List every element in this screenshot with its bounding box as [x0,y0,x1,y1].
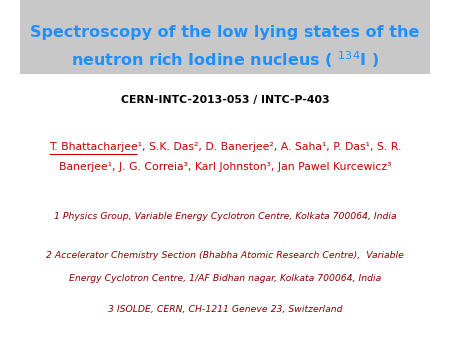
FancyBboxPatch shape [20,0,430,74]
Text: T. Bhattacharjee¹, S.K. Das², D. Banerjee², A. Saha¹, P. Das¹, S. R.: T. Bhattacharjee¹, S.K. Das², D. Banerje… [49,142,401,152]
Text: Banerjee¹, J. G. Correia³, Karl Johnston³, Jan Pawel Kurcewicz³: Banerjee¹, J. G. Correia³, Karl Johnston… [59,162,391,172]
Text: Energy Cyclotron Centre, 1/AF Bidhan nagar, Kolkata 700064, India: Energy Cyclotron Centre, 1/AF Bidhan nag… [69,274,381,283]
Text: 2 Accelerator Chemistry Section (Bhabha Atomic Research Centre),  Variable: 2 Accelerator Chemistry Section (Bhabha … [46,251,404,260]
Text: 1 Physics Group, Variable Energy Cyclotron Centre, Kolkata 700064, India: 1 Physics Group, Variable Energy Cyclotr… [54,212,396,221]
Text: 3 ISOLDE, CERN, CH-1211 Geneve 23, Switzerland: 3 ISOLDE, CERN, CH-1211 Geneve 23, Switz… [108,305,342,314]
Text: CERN-INTC-2013-053 / INTC-P-403: CERN-INTC-2013-053 / INTC-P-403 [121,95,329,105]
Text: neutron rich Iodine nucleus ( $^{134}$I ): neutron rich Iodine nucleus ( $^{134}$I … [71,49,379,70]
Text: Spectroscopy of the low lying states of the: Spectroscopy of the low lying states of … [30,25,420,40]
